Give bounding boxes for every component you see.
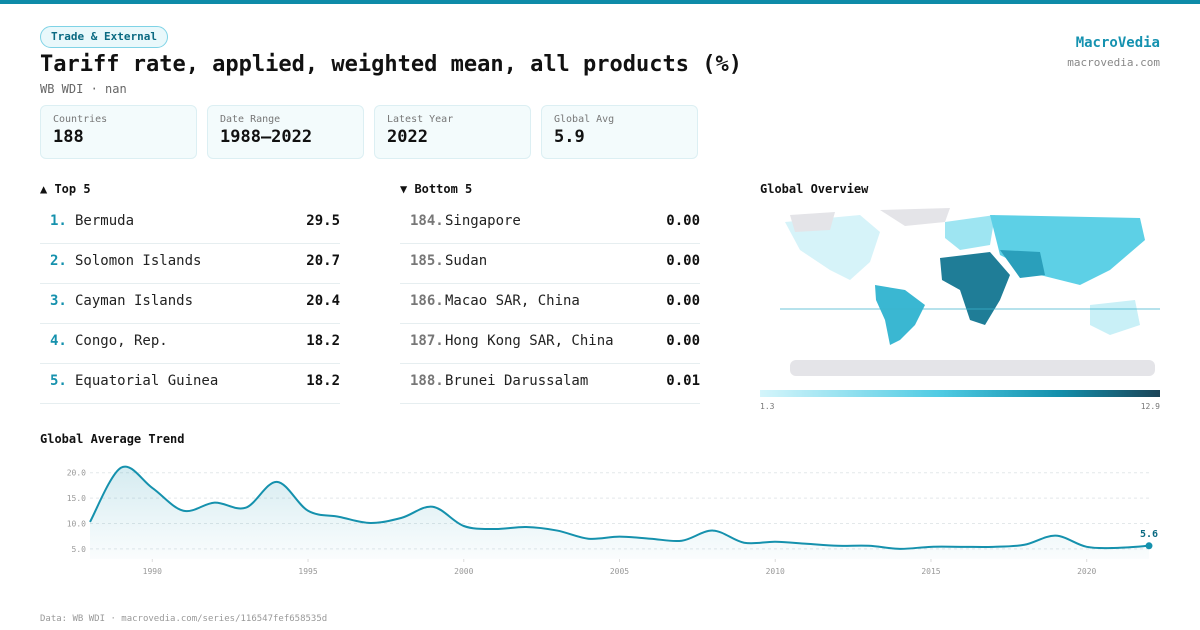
x-tick-label: 2015 bbox=[921, 567, 940, 576]
rank-row bbox=[400, 323, 700, 364]
legend-gradient bbox=[760, 390, 1160, 397]
north-america bbox=[785, 215, 880, 280]
stat-value: 188 bbox=[53, 127, 84, 147]
stat-label: Global Avg bbox=[554, 114, 615, 125]
x-tick-label: 1990 bbox=[143, 567, 162, 576]
country-name: Equatorial Guinea bbox=[75, 373, 219, 389]
rank: 187. bbox=[410, 333, 444, 349]
country-value: 18.2 bbox=[306, 373, 340, 389]
stat-label: Latest Year bbox=[387, 114, 454, 125]
rank: 184. bbox=[410, 213, 444, 229]
footer: Data: WB WDI · macrovedia.com/series/116… bbox=[40, 614, 328, 624]
trend-line bbox=[89, 465, 1150, 550]
bottom-heading: ▼ Bottom 5 bbox=[400, 182, 473, 196]
map-heading: Global Overview bbox=[760, 182, 869, 196]
antarctica bbox=[790, 360, 1155, 376]
country-value: 0.01 bbox=[666, 373, 700, 389]
country-value: 0.00 bbox=[666, 213, 700, 229]
x-tick-label: 2010 bbox=[766, 567, 785, 576]
stat-value: 2022 bbox=[387, 127, 428, 147]
legend-max: 12.9 bbox=[1141, 402, 1160, 411]
trend-area bbox=[90, 466, 1149, 559]
rank-row bbox=[400, 243, 700, 284]
top-bar bbox=[0, 0, 1200, 4]
rank: 185. bbox=[410, 253, 444, 269]
rank: 3. bbox=[50, 293, 67, 309]
country-name: Sudan bbox=[445, 253, 488, 269]
country-name: Solomon Islands bbox=[75, 253, 202, 269]
country-value: 29.5 bbox=[306, 213, 340, 229]
stat-card: Global Avg 5.9 bbox=[541, 105, 698, 159]
rank-row bbox=[40, 203, 340, 244]
x-tick-label: 2020 bbox=[1077, 567, 1096, 576]
rank-row bbox=[40, 363, 340, 404]
chart-title: Global Average Trend bbox=[40, 432, 185, 446]
last-point bbox=[1145, 542, 1153, 550]
rank: 4. bbox=[50, 333, 67, 349]
rank-row bbox=[40, 283, 340, 324]
country-value: 0.00 bbox=[666, 333, 700, 349]
x-tick-label: 2000 bbox=[454, 567, 473, 576]
stat-value: 1988–2022 bbox=[220, 127, 313, 147]
stat-label: Date Range bbox=[220, 114, 281, 125]
y-tick-label: 5.0 bbox=[72, 545, 87, 554]
country-value: 20.7 bbox=[306, 253, 340, 269]
rank-row bbox=[40, 243, 340, 284]
y-tick-label: 20.0 bbox=[67, 469, 86, 478]
asia bbox=[990, 215, 1145, 285]
stat-card: Date Range 1988–2022 bbox=[207, 105, 364, 159]
top-heading: ▲ Top 5 bbox=[40, 182, 91, 196]
last-value-label: 5.6 bbox=[1140, 529, 1158, 540]
arctic bbox=[790, 212, 835, 232]
country-value: 20.4 bbox=[306, 293, 340, 309]
rank: 1. bbox=[50, 213, 67, 229]
middle-east bbox=[1000, 250, 1045, 278]
rank: 186. bbox=[410, 293, 444, 309]
legend-min: 1.3 bbox=[760, 402, 775, 411]
africa bbox=[940, 252, 1010, 325]
rank-row bbox=[400, 283, 700, 324]
subtitle: WB WDI · nan bbox=[40, 82, 127, 96]
y-tick-label: 15.0 bbox=[67, 494, 86, 503]
country-name: Brunei Darussalam bbox=[445, 373, 589, 389]
south-america bbox=[875, 285, 925, 345]
country-value: 18.2 bbox=[306, 333, 340, 349]
world-map bbox=[760, 208, 1160, 397]
rank-row bbox=[400, 363, 700, 404]
rank: 188. bbox=[410, 373, 444, 389]
stat-value: 5.9 bbox=[554, 127, 585, 147]
brand: MacroVedia bbox=[1075, 35, 1160, 51]
greenland bbox=[880, 208, 950, 226]
rank-row bbox=[400, 203, 700, 244]
site: macrovedia.com bbox=[1067, 56, 1160, 69]
stat-card: Countries 188 bbox=[40, 105, 197, 159]
country-name: Singapore bbox=[445, 213, 521, 229]
rank-row bbox=[40, 323, 340, 364]
australia bbox=[1090, 300, 1140, 335]
country-value: 0.00 bbox=[666, 253, 700, 269]
x-tick-label: 1995 bbox=[298, 567, 317, 576]
country-name: Bermuda bbox=[75, 213, 135, 229]
title: Tariff rate, applied, weighted mean, all… bbox=[40, 52, 742, 77]
country-name: Hong Kong SAR, China bbox=[445, 333, 614, 349]
rank: 2. bbox=[50, 253, 67, 269]
category-badge: Trade & External bbox=[40, 26, 168, 48]
country-name: Cayman Islands bbox=[75, 293, 194, 309]
rank: 5. bbox=[50, 373, 67, 389]
stat-label: Countries bbox=[53, 114, 108, 125]
europe bbox=[945, 215, 995, 250]
stat-card: Latest Year 2022 bbox=[374, 105, 531, 159]
country-name: Congo, Rep. bbox=[75, 333, 168, 349]
x-tick-label: 2005 bbox=[610, 567, 629, 576]
country-value: 0.00 bbox=[666, 293, 700, 309]
country-name: Macao SAR, China bbox=[445, 293, 580, 309]
y-tick-label: 10.0 bbox=[67, 519, 86, 528]
